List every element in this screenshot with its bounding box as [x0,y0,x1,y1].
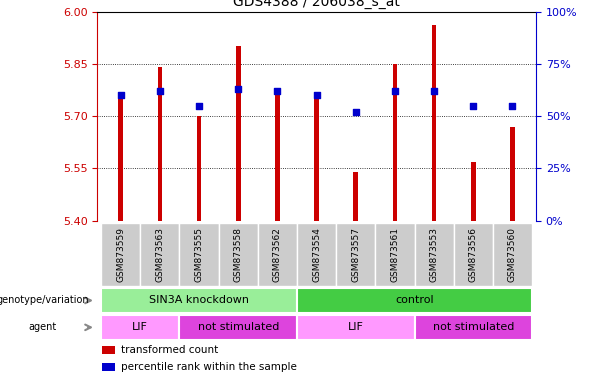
Bar [101,346,115,354]
Text: LIF: LIF [133,322,148,333]
Point [429,88,439,94]
Text: GSM873553: GSM873553 [429,227,439,282]
Bar [157,67,162,221]
Bar [219,223,258,286]
Point [155,88,164,94]
Bar [297,223,336,286]
Bar [258,223,297,286]
Bar [118,92,123,221]
Point [391,88,400,94]
Bar [297,288,532,313]
Bar [101,288,297,313]
Bar [275,95,280,221]
Bar [471,162,476,221]
Text: GSM873559: GSM873559 [116,227,125,282]
Text: SIN3A knockdown: SIN3A knockdown [149,295,249,306]
Text: GSM873555: GSM873555 [194,227,204,282]
Point [194,103,204,109]
Point [233,86,243,92]
Bar [454,223,493,286]
Text: not stimulated: not stimulated [432,322,514,333]
Bar [140,223,180,286]
Bar [353,172,358,221]
Bar [415,223,454,286]
Bar [393,64,398,221]
Text: GSM873560: GSM873560 [508,227,517,282]
Text: GSM873558: GSM873558 [234,227,243,282]
Point [312,92,322,98]
Text: GSM873557: GSM873557 [351,227,360,282]
Bar [101,223,140,286]
Bar [101,315,180,340]
Point [351,109,360,115]
Bar [510,127,515,221]
Bar [336,223,375,286]
Bar [180,315,297,340]
Text: GSM873554: GSM873554 [312,227,321,282]
Bar [493,223,532,286]
Text: GSM873563: GSM873563 [155,227,164,282]
Point [116,92,125,98]
Text: not stimulated: not stimulated [197,322,279,333]
Point [469,103,478,109]
Text: genotype/variation: genotype/variation [0,295,89,306]
Text: agent: agent [29,322,57,333]
Bar [315,92,319,221]
Title: GDS4388 / 206038_s_at: GDS4388 / 206038_s_at [233,0,400,9]
Text: transformed count: transformed count [121,345,219,355]
Text: GSM873561: GSM873561 [391,227,399,282]
Point [273,88,282,94]
Bar [375,223,415,286]
Bar [197,116,201,221]
Text: GSM873562: GSM873562 [273,227,282,282]
Bar [180,223,219,286]
Text: percentile rank within the sample: percentile rank within the sample [121,362,297,372]
Text: GSM873556: GSM873556 [469,227,478,282]
Bar [432,25,436,221]
Bar [101,363,115,371]
Text: control: control [395,295,434,306]
Bar [236,46,240,221]
Bar [297,315,415,340]
Text: LIF: LIF [348,322,363,333]
Bar [415,315,532,340]
Point [508,103,517,109]
